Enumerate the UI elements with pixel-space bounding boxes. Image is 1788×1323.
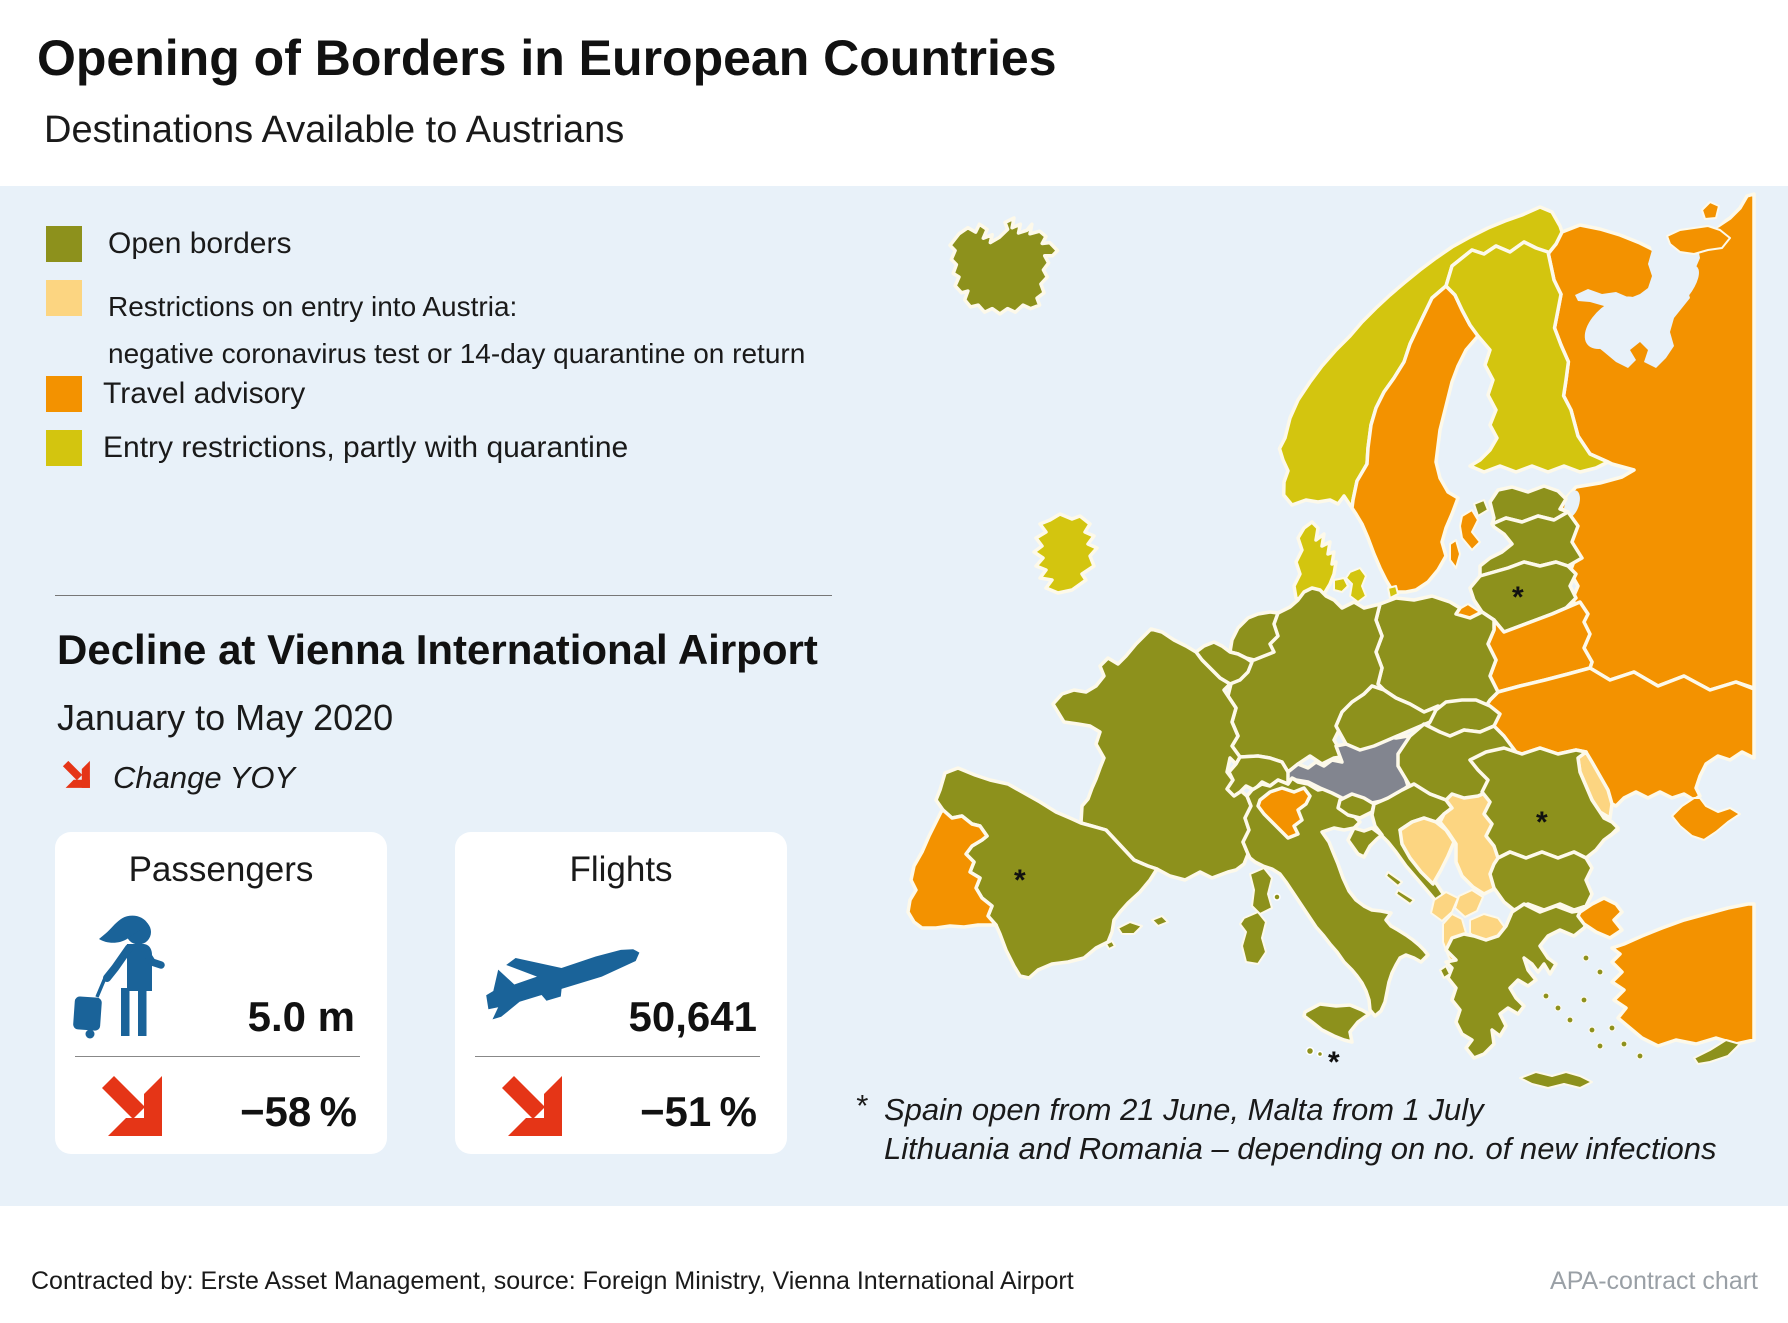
svg-text:*: * bbox=[1328, 1046, 1340, 1079]
svg-text:*: * bbox=[1014, 864, 1026, 897]
svg-text:*: * bbox=[1512, 581, 1524, 614]
svg-text:*: * bbox=[1536, 806, 1548, 839]
